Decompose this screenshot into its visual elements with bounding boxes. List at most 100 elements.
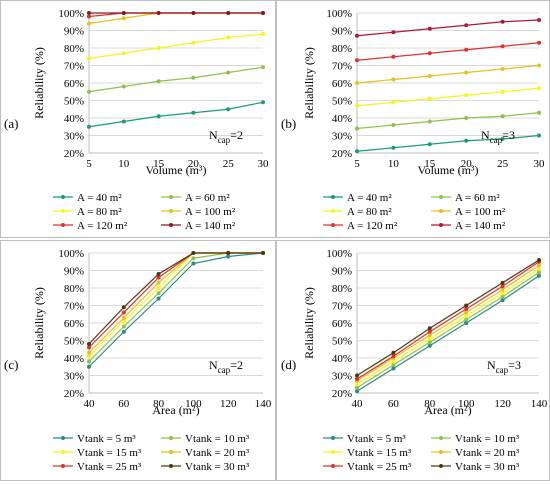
legend-label: A = 120 m² <box>77 220 128 232</box>
data-point <box>261 100 265 105</box>
data-point <box>226 11 231 15</box>
data-point <box>537 258 541 262</box>
data-point <box>391 123 396 127</box>
legend-label: Vtank = 20 m³ <box>185 447 250 459</box>
data-point <box>156 114 161 119</box>
x-tick-label: 20 <box>461 158 473 170</box>
series-line <box>88 252 263 354</box>
data-point <box>427 333 432 338</box>
y-axis-label: Reliability (%) <box>302 47 316 119</box>
y-tick-label: 30% <box>64 371 84 383</box>
series-line <box>356 112 540 130</box>
legend-label: Vtank = 15 m³ <box>77 447 142 459</box>
data-point <box>191 40 196 45</box>
data-point <box>537 263 541 268</box>
data-point <box>500 114 505 119</box>
y-tick-label: 100% <box>326 8 352 20</box>
data-point <box>464 116 469 120</box>
data-point <box>191 256 196 261</box>
legend-label: A = 140 m² <box>455 220 506 232</box>
y-axis-label: Reliability (%) <box>32 47 46 119</box>
series-line <box>356 261 540 380</box>
data-point <box>427 74 432 78</box>
y-tick-label: 30% <box>332 131 352 143</box>
data-point <box>427 340 432 345</box>
legend-label: Vtank = 10 m³ <box>185 433 250 445</box>
legend-marker <box>331 223 335 227</box>
legend-marker <box>331 209 335 213</box>
data-point <box>537 86 541 91</box>
x-tick-label: 100 <box>458 398 475 410</box>
data-point <box>500 89 505 94</box>
panel-label-d: (d) <box>281 357 297 372</box>
x-tick-label: 25 <box>223 158 235 170</box>
data-point <box>537 40 541 45</box>
y-tick-label: 90% <box>64 26 84 38</box>
legend-marker <box>439 195 443 199</box>
data-point <box>226 107 231 112</box>
series-line <box>88 252 264 368</box>
data-point <box>355 377 359 381</box>
n-cap-annotation: Ncap=3 <box>487 358 521 375</box>
data-point <box>500 280 505 285</box>
y-tick-label: 50% <box>332 336 352 348</box>
series-line <box>88 12 263 25</box>
data-point <box>427 142 432 147</box>
y-tick-label: 70% <box>64 61 84 73</box>
y-tick-label: 50% <box>64 96 84 108</box>
data-point <box>121 16 126 21</box>
data-point <box>121 324 126 329</box>
data-point <box>87 21 91 26</box>
y-tick-label: 100% <box>326 248 352 260</box>
legend-label: A = 40 m² <box>347 192 392 204</box>
data-point <box>156 272 161 276</box>
series-line <box>356 268 540 385</box>
data-point <box>500 287 505 292</box>
data-point <box>87 345 91 350</box>
y-tick-label: 20% <box>64 388 84 400</box>
data-point <box>121 319 126 324</box>
data-point <box>156 275 161 280</box>
data-point <box>121 119 126 124</box>
data-point <box>226 251 231 255</box>
chart-svg-a: 20% 30% 40% 50% 60% 70% 80% 90% 100% 5 10 15 20 25 30 V… <box>32 8 269 232</box>
series-line <box>356 259 540 377</box>
data-point <box>355 373 359 378</box>
data-point <box>355 103 359 108</box>
legend-marker <box>169 209 173 213</box>
y-tick-label: 40% <box>64 113 84 125</box>
legend-marker <box>169 464 173 468</box>
data-point <box>391 359 396 364</box>
panel-label-b: (b) <box>281 116 297 131</box>
y-tick-label: 100% <box>58 248 84 260</box>
x-axis-label: Volume (m³) <box>145 163 206 177</box>
data-point <box>156 296 161 301</box>
data-point <box>121 84 126 89</box>
data-point <box>427 336 432 341</box>
data-point <box>87 342 91 346</box>
series-line <box>88 33 264 60</box>
series-line <box>356 264 540 382</box>
legend-marker <box>61 223 65 227</box>
data-point <box>121 11 126 15</box>
y-tick-label: 40% <box>332 353 352 365</box>
data-point <box>191 110 196 115</box>
series-line <box>356 19 540 37</box>
x-tick-label: 40 <box>352 398 364 410</box>
legend-marker <box>331 464 335 468</box>
legend-marker <box>169 195 173 199</box>
y-tick-label: 70% <box>332 61 352 73</box>
data-point <box>464 138 469 143</box>
y-tick-label: 90% <box>64 266 84 278</box>
data-point <box>355 126 359 131</box>
y-tick-label: 80% <box>332 283 352 295</box>
y-tick-label: 20% <box>64 148 84 160</box>
series-line <box>356 134 540 152</box>
y-tick-label: 70% <box>64 301 84 313</box>
data-point <box>261 11 265 15</box>
x-tick-label: 10 <box>388 158 400 170</box>
data-point <box>500 44 505 49</box>
legend-label: A = 60 m² <box>185 192 230 204</box>
chart-svg-d: 20% 30% 40% 50% 60% 70% 80% 90% 100% 40 60 80 100 120… <box>302 248 548 473</box>
data-point <box>391 354 396 359</box>
